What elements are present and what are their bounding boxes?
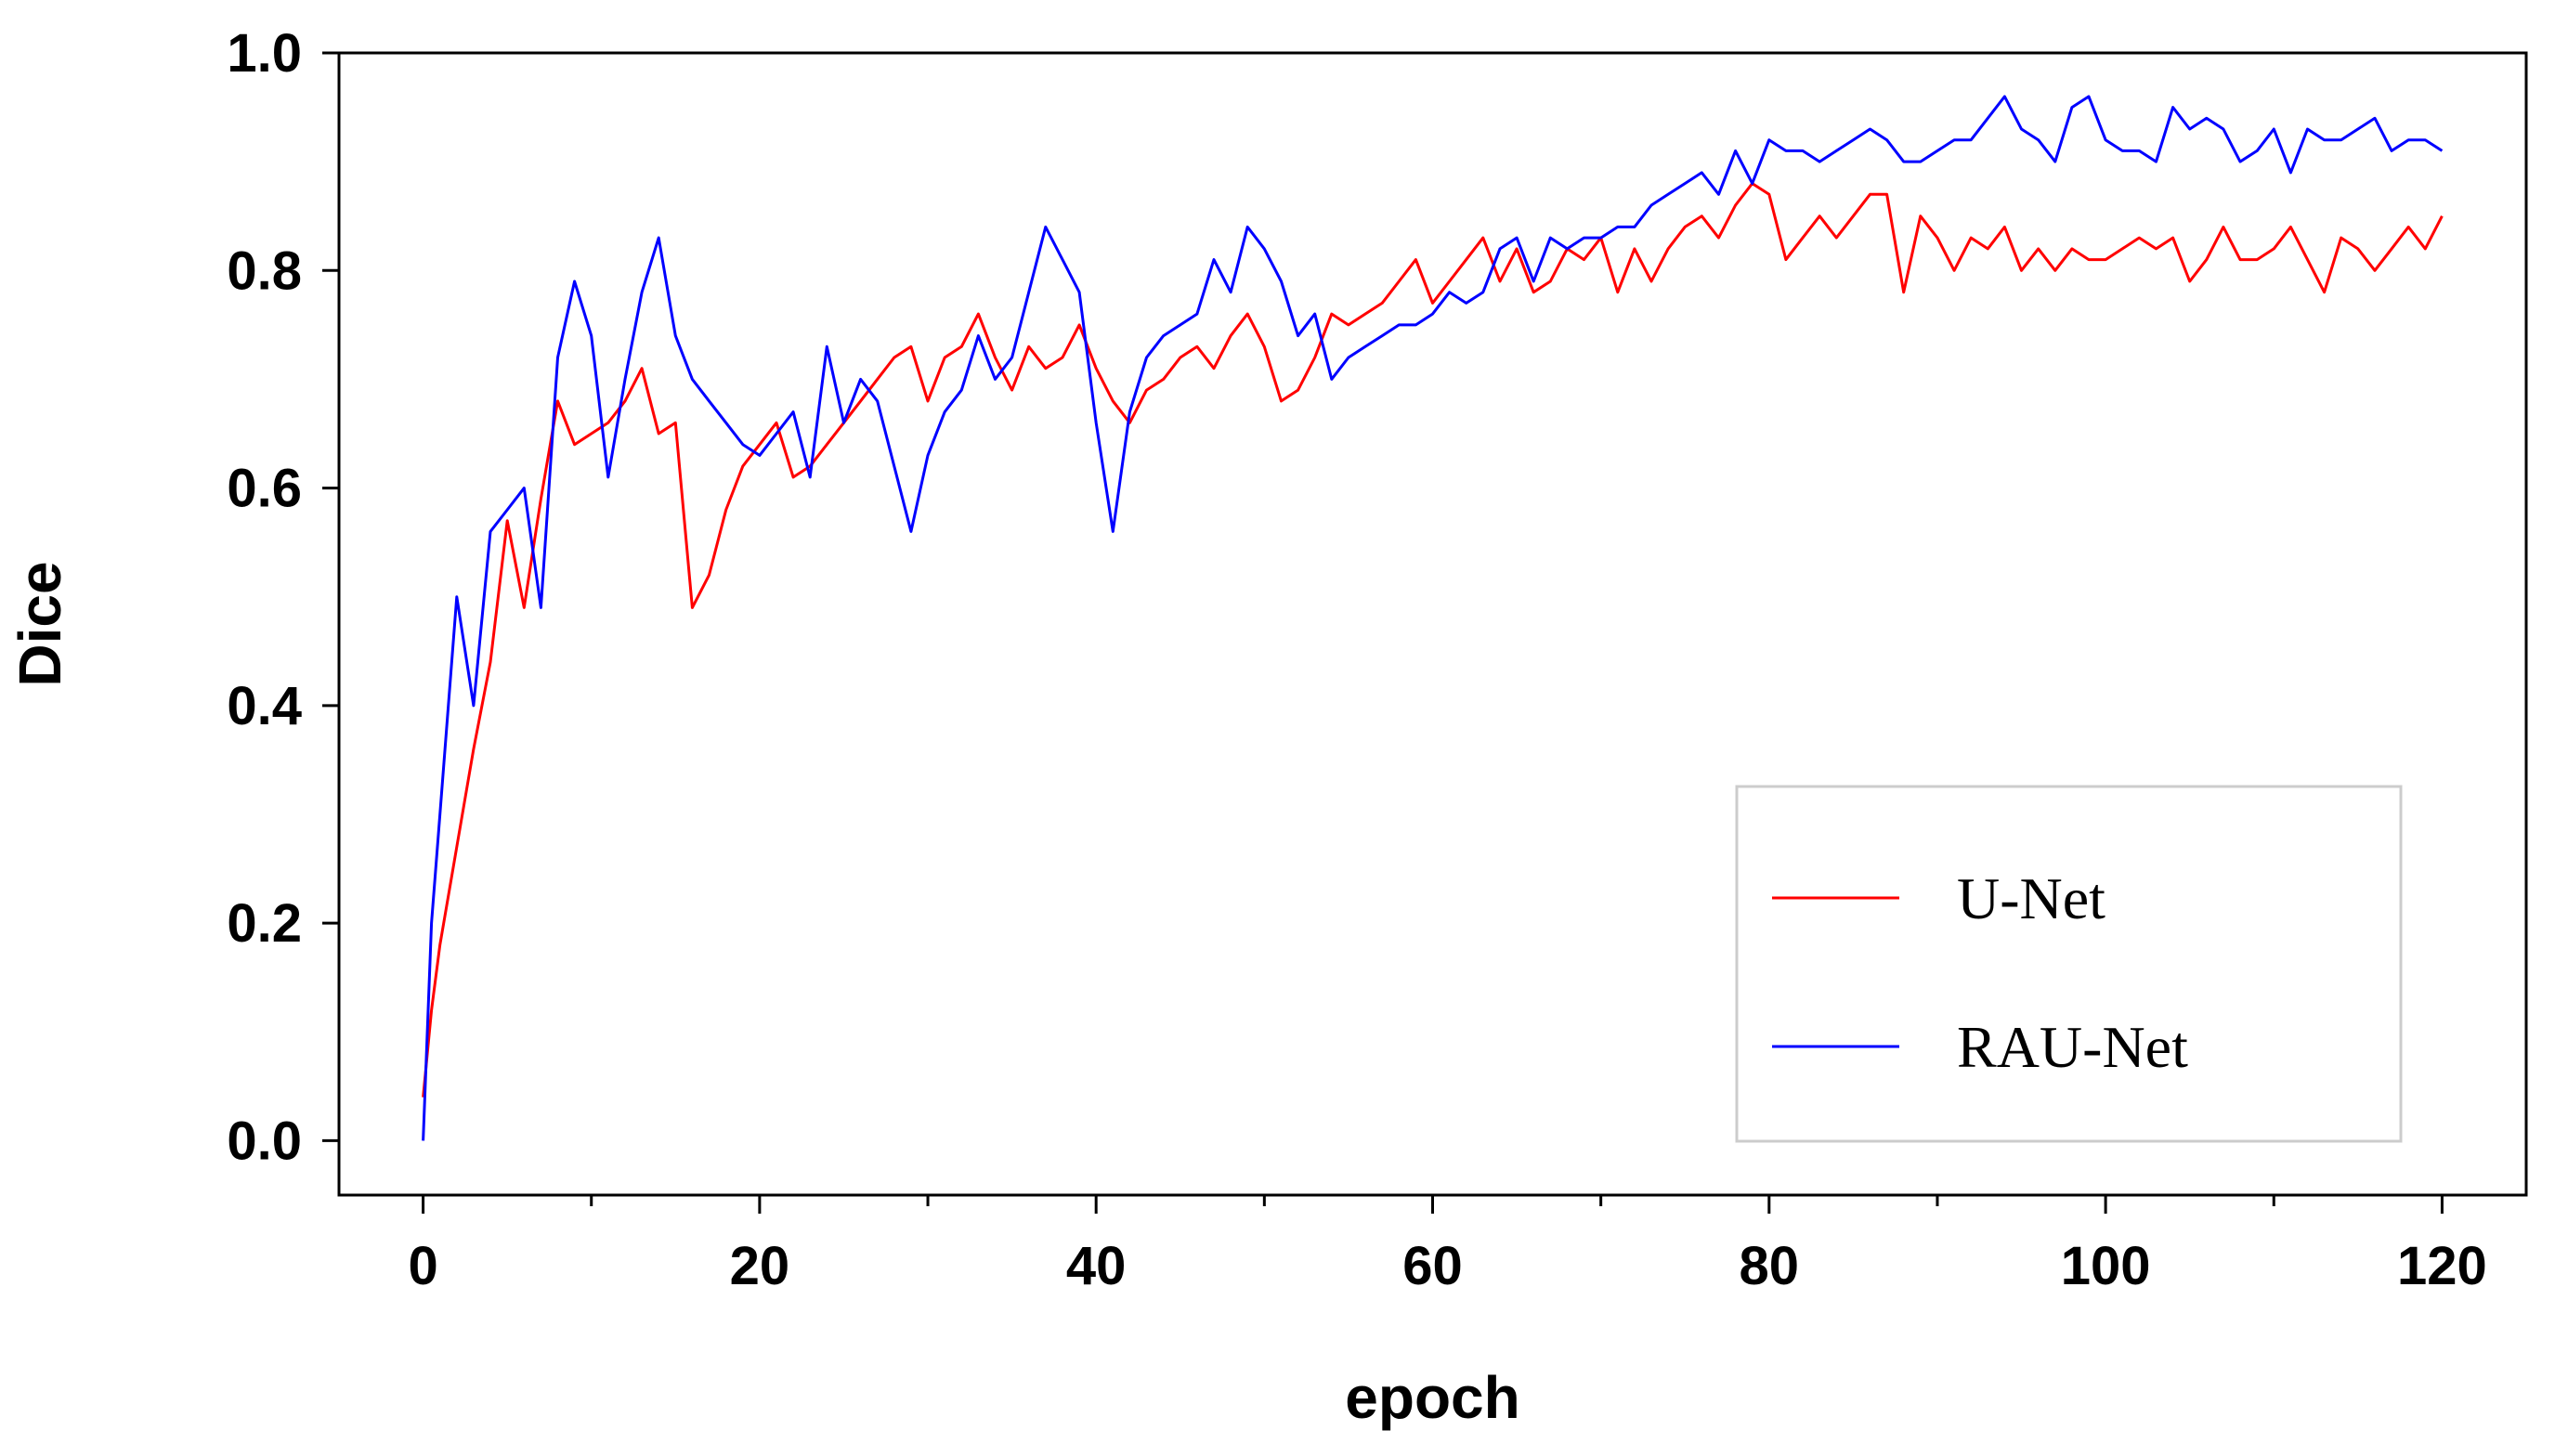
legend: U-Net RAU-Net bbox=[1735, 785, 2403, 1143]
x-tick-label: 120 bbox=[2397, 1236, 2487, 1296]
y-tick-label: 0.4 bbox=[227, 676, 302, 736]
y-tick-label: 1.0 bbox=[227, 23, 302, 84]
x-axis: 0 20 40 60 80 100 120 bbox=[408, 1195, 2487, 1296]
y-tick-label: 0.6 bbox=[227, 459, 302, 519]
x-tick-label: 20 bbox=[730, 1236, 790, 1296]
legend-label: U-Net bbox=[1957, 865, 2105, 931]
x-tick-label: 60 bbox=[1402, 1236, 1463, 1296]
y-tick-label: 0.8 bbox=[227, 240, 302, 301]
y-tick-label: 0.0 bbox=[227, 1111, 302, 1171]
series-line-rau-net bbox=[422, 95, 2444, 1141]
y-axis: 0.0 0.2 0.4 0.6 0.8 1.0 bbox=[227, 23, 339, 1171]
x-axis-title: epoch bbox=[1345, 1364, 1519, 1431]
legend-box bbox=[1735, 785, 2403, 1143]
series-layer bbox=[422, 95, 2444, 1141]
x-tick-label: 0 bbox=[408, 1236, 437, 1296]
y-axis-title: Dice bbox=[7, 561, 73, 686]
legend-label: RAU-Net bbox=[1957, 1014, 2188, 1080]
x-tick-label: 100 bbox=[2061, 1236, 2151, 1296]
x-tick-label: 80 bbox=[1740, 1236, 1800, 1296]
x-tick-label: 40 bbox=[1066, 1236, 1127, 1296]
legend-items: U-Net RAU-Net bbox=[1772, 865, 2188, 1080]
series-line-u-net bbox=[422, 182, 2444, 1098]
y-tick-label: 0.2 bbox=[227, 893, 302, 954]
